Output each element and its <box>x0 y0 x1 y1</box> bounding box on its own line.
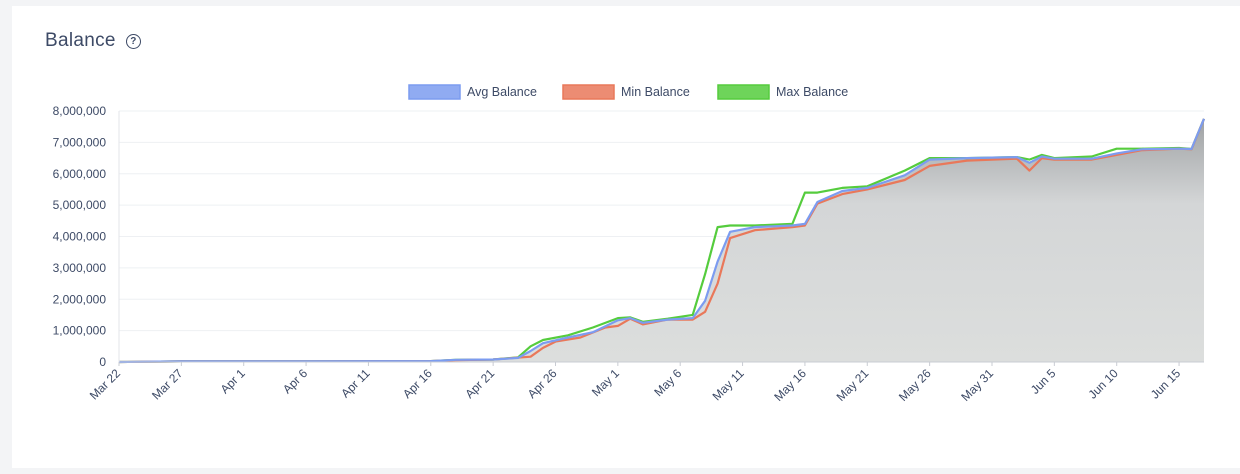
x-tick-label: Apr 21 <box>462 366 497 401</box>
y-tick-label: 6,000,000 <box>53 167 107 181</box>
y-tick-label: 2,000,000 <box>53 292 107 306</box>
legend-item-avg[interactable]: Avg Balance <box>408 84 537 100</box>
y-tick-label: 1,000,000 <box>53 324 107 338</box>
x-tick-label: Apr 6 <box>280 366 310 396</box>
chart-area <box>119 118 1204 362</box>
y-tick-label: 4,000,000 <box>53 230 107 244</box>
card-title: Balance <box>45 30 116 51</box>
min-legend-swatch <box>562 84 615 100</box>
x-tick-label: May 16 <box>771 366 809 404</box>
y-tick-label: 3,000,000 <box>53 261 107 275</box>
x-tick-label: May 11 <box>710 366 747 403</box>
x-tick-label: Mar 27 <box>149 366 186 403</box>
x-tick-label: May 21 <box>834 366 872 404</box>
x-tick-label: May 1 <box>589 366 622 399</box>
chart-lines <box>118 118 1206 364</box>
avg-balance-line <box>118 118 1206 364</box>
min-legend-label: Min Balance <box>621 85 690 99</box>
x-tick-label: May 31 <box>958 366 996 404</box>
y-tick-label: 5,000,000 <box>53 198 107 212</box>
x-tick-label: Apr 16 <box>400 366 435 401</box>
legend-item-min[interactable]: Min Balance <box>562 84 690 100</box>
y-tick-label: 0 <box>99 355 106 369</box>
x-tick-label: Apr 26 <box>525 366 560 401</box>
max-legend-label: Max Balance <box>776 85 848 99</box>
y-tick-label: 8,000,000 <box>53 104 107 118</box>
max-legend-swatch <box>717 84 770 100</box>
x-tick-label: Apr 11 <box>338 366 373 401</box>
y-tick-label: 7,000,000 <box>53 135 107 149</box>
chart-legend: Avg Balance Min Balance Max Balance <box>408 84 848 100</box>
x-tick-label: Jun 5 <box>1028 366 1059 397</box>
x-tick-label: Jun 15 <box>1148 366 1184 402</box>
avg-legend-label: Avg Balance <box>467 85 537 99</box>
avg-area-fill <box>119 118 1204 362</box>
legend-item-max[interactable]: Max Balance <box>717 84 848 100</box>
x-tick-label: May 26 <box>896 366 934 404</box>
card-header: Balance ? <box>45 30 141 52</box>
avg-legend-swatch <box>408 84 461 100</box>
x-tick-label: May 6 <box>651 366 684 399</box>
x-tick-label: Jun 10 <box>1085 366 1121 402</box>
x-tick-label: Mar 22 <box>87 366 124 403</box>
question-circle-icon[interactable]: ? <box>125 33 141 49</box>
x-tick-label: Apr 1 <box>218 366 248 396</box>
